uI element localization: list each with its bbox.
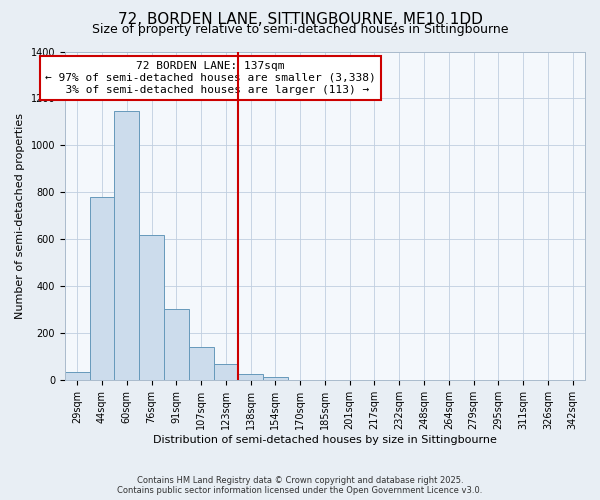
Bar: [65, 372, 89, 380]
Bar: [263, 377, 288, 380]
Bar: [189, 348, 214, 380]
Y-axis label: Number of semi-detached properties: Number of semi-detached properties: [15, 113, 25, 319]
Text: Size of property relative to semi-detached houses in Sittingbourne: Size of property relative to semi-detach…: [92, 22, 508, 36]
Bar: [238, 374, 263, 380]
Bar: [139, 234, 164, 380]
Text: Contains HM Land Registry data © Crown copyright and database right 2025.
Contai: Contains HM Land Registry data © Crown c…: [118, 476, 482, 495]
Text: 72, BORDEN LANE, SITTINGBOURNE, ME10 1DD: 72, BORDEN LANE, SITTINGBOURNE, ME10 1DD: [118, 12, 482, 28]
Bar: [164, 308, 189, 380]
Text: 72 BORDEN LANE: 137sqm
← 97% of semi-detached houses are smaller (3,338)
  3% of: 72 BORDEN LANE: 137sqm ← 97% of semi-det…: [45, 62, 376, 94]
Bar: [115, 112, 139, 380]
X-axis label: Distribution of semi-detached houses by size in Sittingbourne: Distribution of semi-detached houses by …: [153, 435, 497, 445]
Bar: [89, 197, 115, 380]
Bar: [214, 364, 238, 380]
